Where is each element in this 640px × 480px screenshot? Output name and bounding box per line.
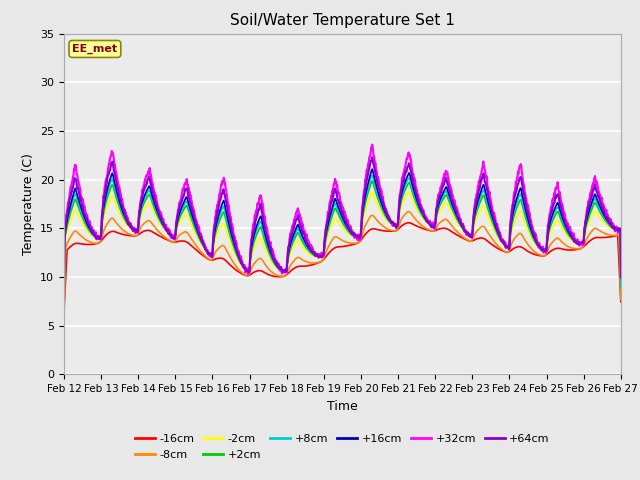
+32cm [584, 205, 591, 211]
-8cm [568, 245, 575, 251]
+32cm [617, 226, 625, 231]
Line: -8cm: -8cm [64, 212, 621, 308]
Line: -2cm: -2cm [64, 192, 621, 310]
-8cm [60, 305, 68, 311]
-16cm [584, 240, 591, 246]
-2cm [504, 245, 512, 251]
+2cm [358, 216, 366, 222]
-16cm [504, 249, 512, 255]
Line: -16cm: -16cm [64, 223, 621, 311]
-2cm [568, 238, 575, 243]
+64cm [617, 275, 625, 280]
Line: +8cm: +8cm [64, 175, 621, 296]
+64cm [60, 286, 68, 292]
-8cm [584, 235, 591, 240]
+16cm [60, 307, 68, 313]
+8cm [617, 285, 625, 290]
-8cm [358, 231, 366, 237]
+16cm [568, 234, 575, 240]
-2cm [405, 190, 413, 195]
+2cm [617, 275, 625, 281]
Line: +16cm: +16cm [64, 169, 621, 310]
+8cm [60, 293, 68, 299]
Line: +2cm: +2cm [64, 181, 621, 310]
+16cm [369, 166, 376, 172]
+2cm [216, 218, 223, 224]
-8cm [617, 297, 625, 303]
+64cm [584, 209, 591, 215]
+32cm [568, 231, 575, 237]
-8cm [404, 209, 412, 215]
-8cm [216, 245, 223, 251]
+64cm [358, 209, 366, 215]
-8cm [371, 214, 378, 220]
+8cm [504, 245, 512, 251]
-16cm [404, 220, 412, 226]
+32cm [358, 204, 366, 210]
Y-axis label: Temperature (C): Temperature (C) [22, 153, 35, 255]
+16cm [617, 263, 625, 269]
+16cm [584, 215, 591, 220]
-16cm [568, 247, 575, 253]
-16cm [216, 255, 223, 261]
+2cm [60, 307, 68, 312]
-2cm [60, 307, 68, 312]
-2cm [371, 195, 378, 201]
+32cm [504, 246, 512, 252]
-16cm [371, 226, 378, 232]
+8cm [368, 172, 376, 178]
+2cm [371, 186, 379, 192]
+2cm [584, 219, 591, 225]
+64cm [216, 201, 223, 207]
+8cm [584, 216, 591, 222]
+8cm [371, 181, 379, 187]
+64cm [368, 155, 376, 160]
Title: Soil/Water Temperature Set 1: Soil/Water Temperature Set 1 [230, 13, 455, 28]
+8cm [568, 235, 575, 241]
+32cm [216, 192, 223, 198]
+64cm [371, 167, 379, 172]
Legend: -16cm, -8cm, -2cm, +2cm, +8cm, +16cm, +32cm, +64cm: -16cm, -8cm, -2cm, +2cm, +8cm, +16cm, +3… [131, 430, 554, 464]
+32cm [369, 142, 376, 147]
+16cm [358, 212, 366, 218]
-2cm [584, 224, 591, 229]
+64cm [504, 244, 512, 250]
+8cm [358, 213, 366, 219]
-8cm [504, 249, 512, 255]
+8cm [216, 214, 223, 220]
+2cm [568, 236, 575, 242]
Line: +32cm: +32cm [64, 144, 621, 312]
Line: +64cm: +64cm [64, 157, 621, 289]
-16cm [617, 299, 625, 305]
-16cm [358, 235, 366, 241]
+16cm [504, 245, 512, 251]
-2cm [216, 227, 223, 233]
Text: EE_met: EE_met [72, 44, 118, 54]
X-axis label: Time: Time [327, 400, 358, 413]
+16cm [216, 210, 223, 216]
-16cm [60, 308, 68, 313]
+32cm [60, 309, 68, 314]
+32cm [371, 158, 379, 164]
+2cm [504, 245, 512, 251]
-2cm [358, 220, 366, 226]
+16cm [371, 176, 379, 182]
+64cm [568, 233, 575, 239]
-2cm [617, 281, 625, 287]
+2cm [369, 178, 376, 184]
